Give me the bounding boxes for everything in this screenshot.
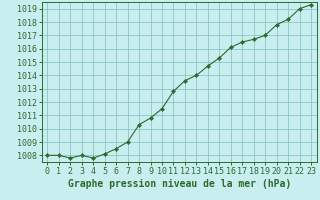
X-axis label: Graphe pression niveau de la mer (hPa): Graphe pression niveau de la mer (hPa): [68, 179, 291, 189]
